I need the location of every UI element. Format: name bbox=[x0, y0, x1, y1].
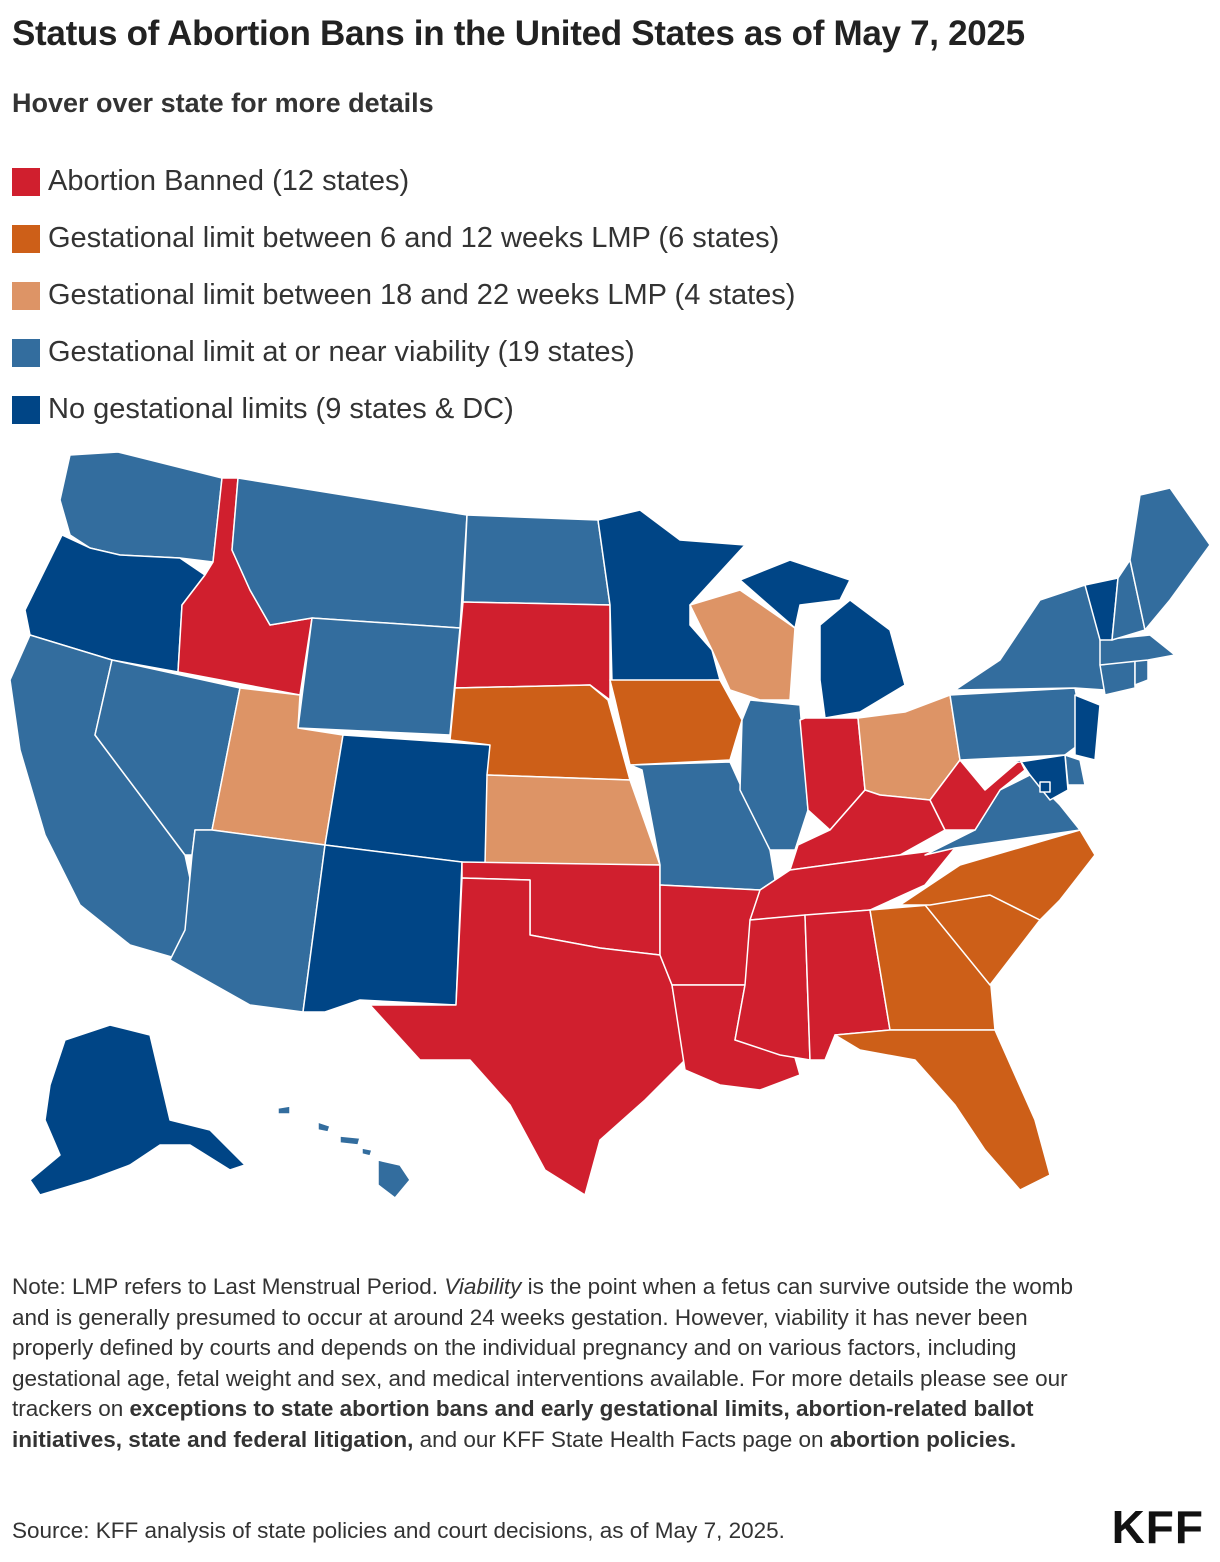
note-link-trackers[interactable]: exceptions to state abortion bans and ea… bbox=[12, 1396, 1034, 1452]
state-NY[interactable] bbox=[954, 584, 1106, 691]
legend-item-viability: Gestational limit at or near viability (… bbox=[12, 324, 795, 381]
state-NC[interactable] bbox=[899, 829, 1096, 921]
state-AZ[interactable] bbox=[169, 829, 326, 1013]
state-FL[interactable] bbox=[834, 1029, 1051, 1191]
state-DC[interactable] bbox=[1039, 781, 1051, 793]
legend-swatch-no-limits bbox=[12, 395, 40, 424]
legend-item-no-limits: No gestational limits (9 states & DC) bbox=[12, 381, 795, 438]
state-AK[interactable] bbox=[29, 1024, 246, 1196]
legend-label-viability: Gestational limit at or near viability (… bbox=[48, 336, 635, 368]
state-CO[interactable] bbox=[324, 734, 491, 866]
state-ND[interactable] bbox=[462, 514, 611, 606]
state-MT[interactable] bbox=[231, 477, 468, 629]
legend-item-limit-6-12: Gestational limit between 6 and 12 weeks… bbox=[12, 210, 795, 267]
state-KS[interactable] bbox=[484, 774, 661, 866]
state-DE[interactable] bbox=[1064, 754, 1086, 786]
state-MI[interactable] bbox=[739, 559, 906, 719]
legend-swatch-viability bbox=[12, 338, 40, 367]
note-link-abortion-policies[interactable]: abortion policies. bbox=[829, 1426, 1017, 1452]
state-AR[interactable] bbox=[659, 884, 761, 986]
legend-label-banned: Abortion Banned (12 states) bbox=[48, 165, 410, 197]
us-states-map bbox=[9, 451, 1211, 1199]
state-WI[interactable] bbox=[689, 589, 796, 701]
state-PA[interactable] bbox=[949, 687, 1086, 761]
note: Note: LMP refers to Last Menstrual Perio… bbox=[12, 1272, 1112, 1455]
state-GA[interactable] bbox=[869, 904, 996, 1031]
note-viability-word: Viability bbox=[444, 1274, 522, 1299]
state-RI[interactable] bbox=[1134, 659, 1149, 686]
legend: Abortion Banned (12 states) Gestational … bbox=[12, 153, 795, 438]
state-WY[interactable] bbox=[297, 617, 461, 736]
legend-label-limit-18-22: Gestational limit between 18 and 22 week… bbox=[48, 279, 796, 311]
chart-subtitle: Hover over state for more details bbox=[12, 88, 434, 118]
state-IA[interactable] bbox=[609, 679, 743, 766]
legend-label-no-limits: No gestational limits (9 states & DC) bbox=[48, 393, 514, 425]
state-MD[interactable] bbox=[999, 754, 1069, 801]
chart-title: Status of Abortion Bans in the United St… bbox=[12, 14, 1025, 53]
legend-swatch-limit-18-22 bbox=[12, 281, 40, 310]
source-note: Source: KFF analysis of state policies a… bbox=[12, 1518, 785, 1543]
state-TX[interactable] bbox=[369, 877, 686, 1196]
legend-swatch-banned bbox=[12, 167, 40, 196]
note-part2: is the point when a fetus can survive ou… bbox=[12, 1274, 1073, 1421]
state-NJ[interactable] bbox=[1074, 694, 1101, 761]
note-part3: and our KFF State Health Facts page on bbox=[413, 1426, 830, 1452]
note-part1: Note: LMP refers to Last Menstrual Perio… bbox=[12, 1274, 445, 1299]
state-CT[interactable] bbox=[1099, 659, 1136, 696]
state-MN[interactable] bbox=[597, 509, 746, 683]
state-NM[interactable] bbox=[302, 844, 463, 1013]
state-ME[interactable] bbox=[1129, 487, 1211, 631]
state-MA[interactable] bbox=[1099, 634, 1176, 666]
state-HI[interactable] bbox=[277, 1105, 411, 1199]
legend-swatch-limit-6-12 bbox=[12, 224, 40, 253]
legend-item-banned: Abortion Banned (12 states) bbox=[12, 153, 795, 210]
state-WV[interactable] bbox=[929, 759, 1026, 831]
kff-logo: KFF bbox=[1111, 1501, 1204, 1553]
legend-item-limit-18-22: Gestational limit between 18 and 22 week… bbox=[12, 267, 795, 324]
legend-label-limit-6-12: Gestational limit between 6 and 12 weeks… bbox=[48, 222, 780, 254]
